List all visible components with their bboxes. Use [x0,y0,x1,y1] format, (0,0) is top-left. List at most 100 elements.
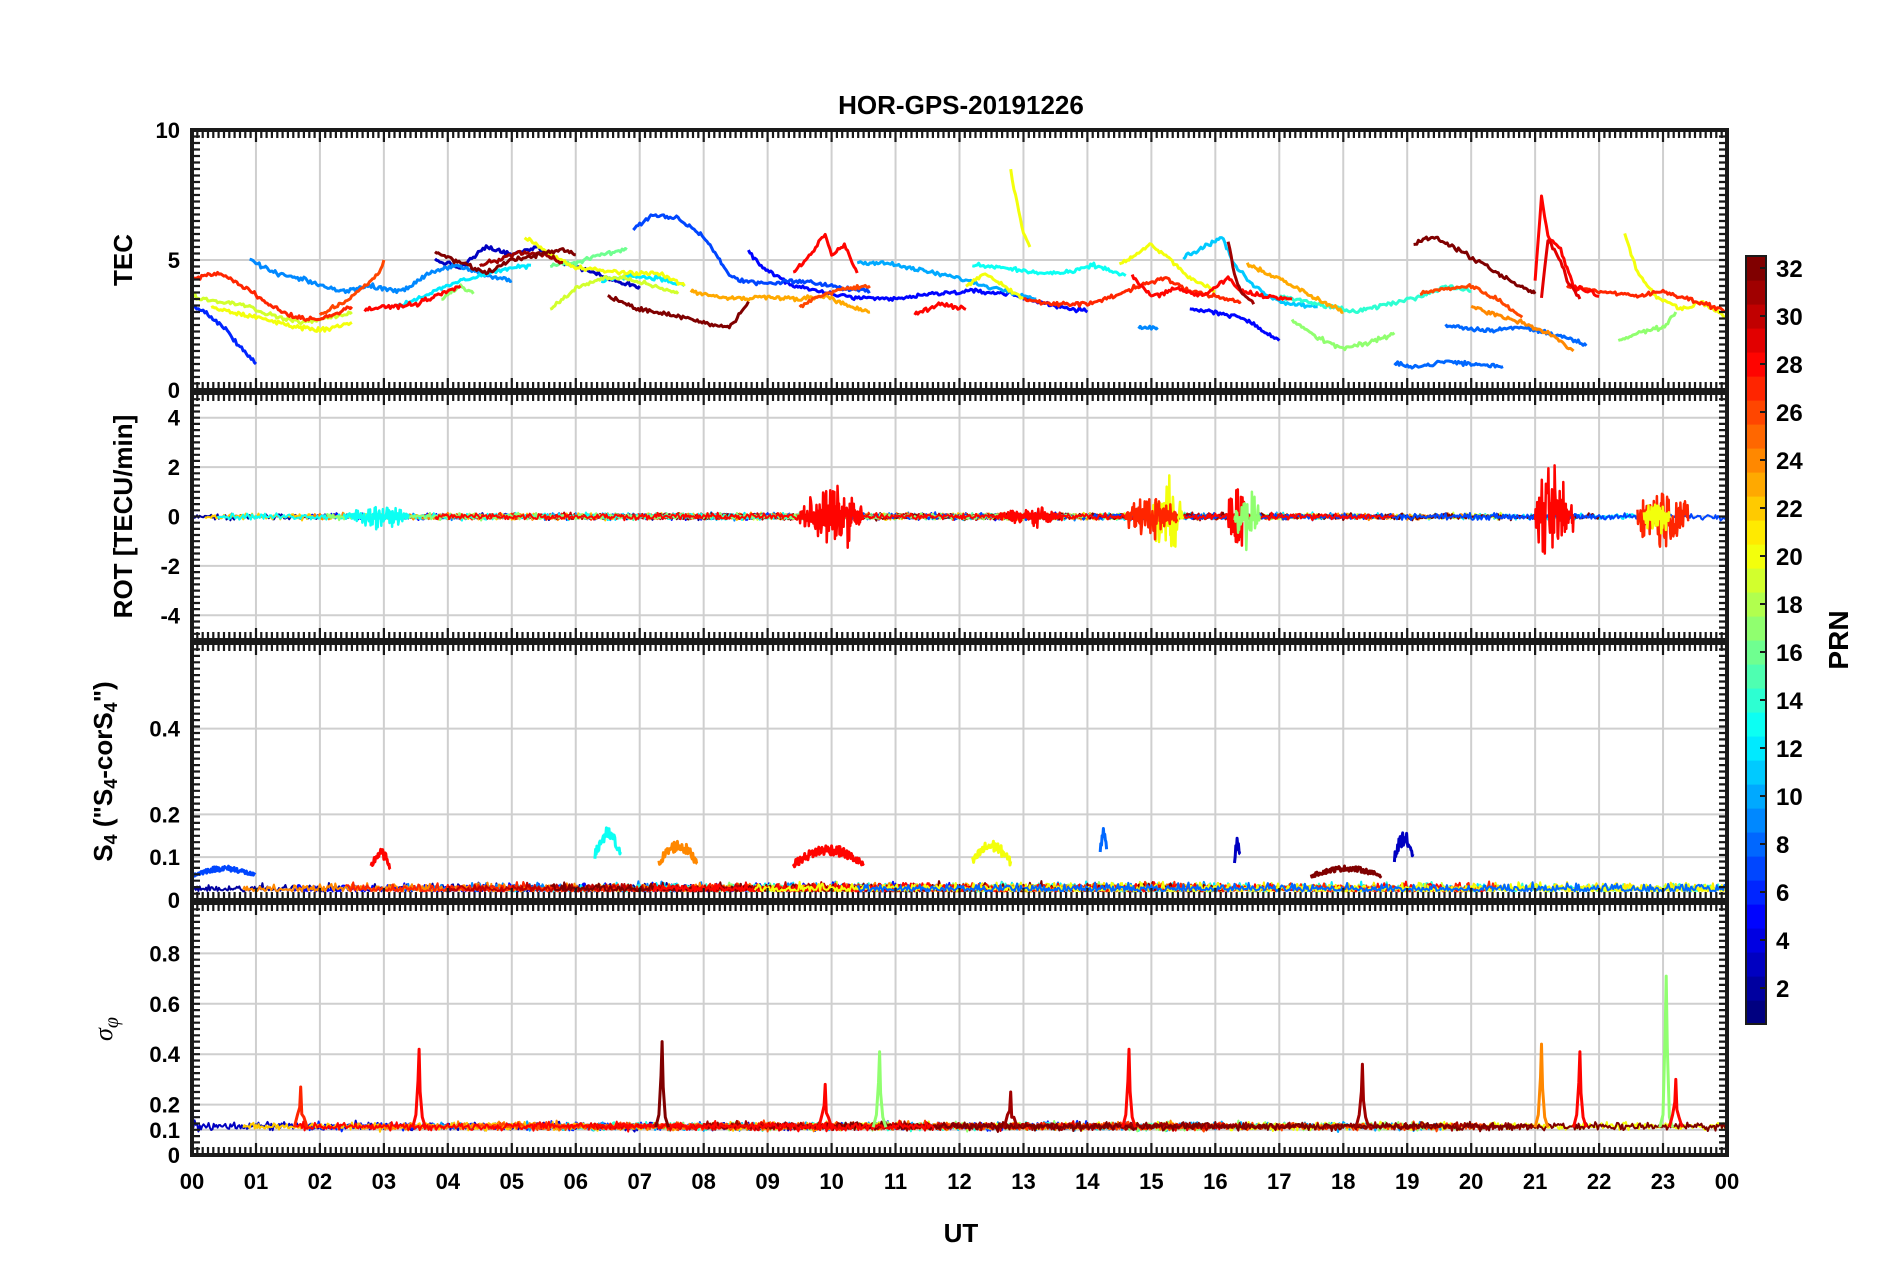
colorbar-segment [1746,952,1766,977]
colorbar-segment [1746,688,1766,713]
panel-s4: 0 0.1 0.2 0.4 S4 ("S4-corS4") [88,641,1729,913]
colorbar-segment [1746,400,1766,425]
s4-event-prn-3 [1392,831,1415,863]
colorbar-tick-label: 24 [1776,448,1803,475]
s4-event-prn-20 [971,839,1013,867]
colorbar-segment [1746,568,1766,593]
colorbar-segment [1746,376,1766,401]
tec-series-prn-13 [972,261,1127,277]
colorbar-tick-label: 14 [1776,688,1803,715]
x-tick-label: 13 [1011,1169,1035,1194]
s4-event-prn-28 [791,844,865,869]
tec-series-prn-28 [1533,194,1600,298]
y-tick-label: 0.6 [149,992,180,1017]
x-tick-label: 00 [1715,1169,1739,1194]
tec-series-prn-17 [1617,311,1678,342]
colorbar-segment [1746,904,1766,929]
tec-series-prn-20 [965,272,1025,301]
colorbar-tick-label: 12 [1776,736,1803,763]
y-tick-label: 0 [168,505,180,530]
y-tick-label: 0.2 [149,1093,180,1118]
x-tick-label: 20 [1459,1169,1483,1194]
rot-burst-prn-28 [996,506,1063,529]
tec-series-prn-20 [523,236,686,287]
colorbar-tick-label: 18 [1776,592,1803,619]
x-tick-label: 23 [1651,1169,1675,1194]
panel-rot: -4 -2 0 2 4 ROT [TECU/min] [108,391,1729,642]
tec-series-prn-8 [1393,359,1504,370]
y-tick-label: 0.1 [149,845,180,870]
colorbar-tick-label: 28 [1776,352,1803,379]
panel-tec: 0 5 10 TEC [108,118,1729,403]
tec-series-prn-26 [318,259,386,316]
tec-series-prn-20 [1118,242,1216,293]
s4-event-prn-8 [1098,827,1109,853]
colorbar-segment [1746,616,1766,641]
rot-burst-prn-27 [1124,497,1179,541]
colorbar-tick-label: 10 [1776,784,1803,811]
x-tick-label: 04 [436,1169,461,1194]
tec-series-prn-10 [856,260,1037,301]
colorbar-segment [1746,808,1766,833]
sigma-spike-prn-17 [1658,974,1675,1128]
y-axis-label: S4 ("S4-corS4") [88,681,121,861]
tec-series-prn-23 [689,288,871,314]
y-tick-label: 0.1 [149,1118,180,1143]
s4-event-prn-3 [1233,836,1242,864]
tec-series-prn-6 [192,304,258,366]
colorbar-segment [1746,496,1766,521]
x-tick-label: 01 [244,1169,268,1194]
x-tick-label: 10 [819,1169,843,1194]
axis-ticks [190,641,1729,902]
colorbar-segment [1746,304,1766,329]
y-tick-label: 0 [168,888,180,913]
sigma-floor-prn-32 [817,1120,1727,1133]
sigma-spike-prn-28 [817,1082,834,1128]
x-axis-label: UT [944,1218,979,1248]
colorbar-segment [1746,544,1766,569]
y-tick-label: 10 [156,118,180,143]
x-tick-label: 17 [1267,1169,1291,1194]
s4-floor-prn-8 [856,881,1727,893]
colorbar-segment [1746,472,1766,497]
sigma-spike-prn-28 [1121,1047,1137,1128]
colorbar-tick-label: 32 [1776,256,1803,283]
panel-sigma_phi: 00.10.2 0.4 0.6 0.8 σφ [89,901,1729,1168]
tec-series-prn-7 [632,213,871,294]
colorbar-tick-label: 22 [1776,496,1803,523]
x-tick-label: 09 [755,1169,779,1194]
sigma-spike-prn-28 [411,1047,427,1128]
tec-series-prn-8 [1444,323,1588,347]
x-tick-label: 19 [1395,1169,1419,1194]
colorbar-label: PRN [1823,610,1854,669]
x-tick-label: 06 [564,1169,588,1194]
sigma-spike-prn-24 [1533,1042,1550,1128]
x-tick-label: 05 [500,1169,524,1194]
x-tick-label: 03 [372,1169,396,1194]
tec-series-prn-27 [1565,284,1727,314]
tec-series-prn-32 [607,294,750,330]
x-tick-label: 22 [1587,1169,1611,1194]
x-tick-label: 11 [884,1169,907,1194]
x-tick-label: 07 [627,1169,651,1194]
x-tick-label: 00 [180,1169,204,1194]
series-group [192,974,1727,1133]
x-tick-label: 18 [1331,1169,1355,1194]
x-axis: 00 01 02 03 04 05 06 07 08 09 10 11 12 13 14 15 16 17 18 19… [180,1169,1739,1194]
series-group [192,464,1727,555]
y-tick-label: 2 [168,455,180,480]
colorbar-segment [1746,448,1766,473]
colorbar-segment [1746,1000,1766,1025]
s4-event-prn-13 [593,826,622,859]
colorbar-segment [1746,328,1766,353]
x-tick-label: 12 [947,1169,971,1194]
y-tick-label: 0.2 [149,802,180,827]
colorbar-segment [1746,520,1766,545]
tec-series-prn-11 [1182,236,1318,309]
colorbar-segment [1746,976,1766,1001]
tec-series-prn-32 [434,247,576,276]
y-tick-label: -2 [160,554,180,579]
chart-title: HOR-GPS-20191226 [838,90,1084,120]
